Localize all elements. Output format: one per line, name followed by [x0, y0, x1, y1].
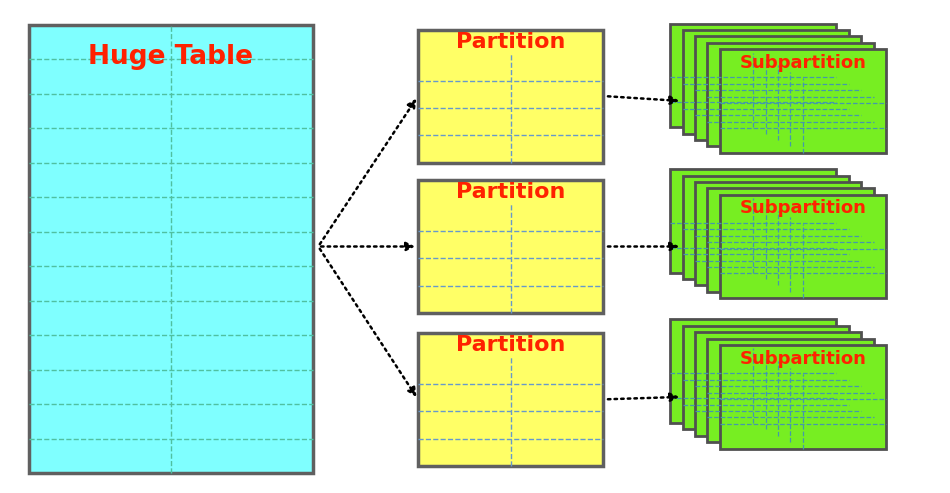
- Bar: [707, 339, 874, 442]
- Bar: [694, 332, 861, 436]
- Bar: [670, 24, 836, 127]
- Bar: [694, 36, 861, 140]
- Bar: [418, 180, 603, 313]
- Bar: [707, 188, 874, 292]
- Bar: [720, 195, 885, 298]
- Text: Huge Table: Huge Table: [88, 44, 254, 70]
- Bar: [720, 345, 885, 449]
- Text: Partition: Partition: [456, 182, 565, 202]
- Bar: [682, 30, 849, 134]
- Text: Partition: Partition: [456, 32, 565, 52]
- Bar: [682, 176, 849, 279]
- Bar: [670, 169, 836, 273]
- Bar: [707, 43, 874, 146]
- Text: Partition: Partition: [456, 335, 565, 355]
- Bar: [682, 326, 849, 429]
- Text: Subpartition: Subpartition: [739, 54, 866, 72]
- Bar: [670, 319, 836, 423]
- Bar: [418, 30, 603, 163]
- Bar: [694, 182, 861, 285]
- Text: Subpartition: Subpartition: [739, 350, 866, 368]
- Bar: [720, 49, 885, 153]
- Bar: [418, 333, 603, 466]
- Bar: [28, 25, 314, 473]
- Text: Subpartition: Subpartition: [739, 199, 866, 217]
